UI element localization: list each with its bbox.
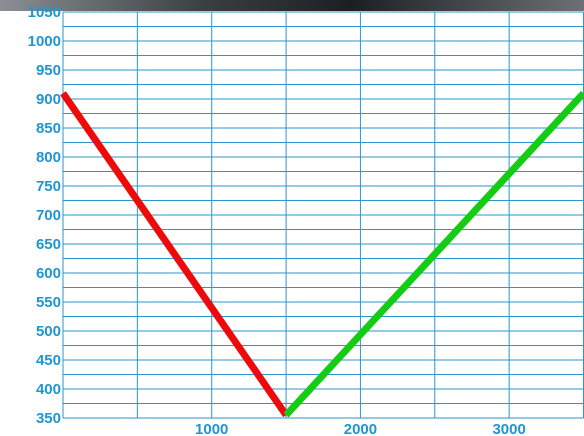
- y-tick-label: 650: [36, 236, 61, 253]
- y-tick-label: 400: [36, 381, 61, 398]
- y-tick-label: 1050: [28, 4, 61, 21]
- x-tick-label: 3000: [492, 421, 525, 436]
- y-tick-label: 550: [36, 294, 61, 311]
- y-tick-label: 900: [36, 91, 61, 108]
- line-series: [63, 93, 286, 415]
- y-tick-label: 450: [36, 352, 61, 369]
- page: {"chart_data": {"type": "line", "series"…: [0, 0, 584, 436]
- x-tick-label: 1000: [195, 421, 228, 436]
- y-tick-label: 350: [36, 410, 61, 427]
- y-tick-label: 950: [36, 62, 61, 79]
- y-tick-label: 600: [36, 265, 61, 282]
- x-tick-label: 2000: [344, 421, 377, 436]
- y-tick-label: 750: [36, 178, 61, 195]
- y-tick-label: 1000: [28, 33, 61, 50]
- y-tick-label: 700: [36, 207, 61, 224]
- photo-strip: [0, 0, 584, 11]
- y-tick-label: 500: [36, 323, 61, 340]
- chart: 350 400 450 500 550 600 650 700 750 800 850 900 950 1…: [0, 0, 584, 436]
- y-tick-label: 800: [36, 149, 61, 166]
- y-tick-label: 850: [36, 120, 61, 137]
